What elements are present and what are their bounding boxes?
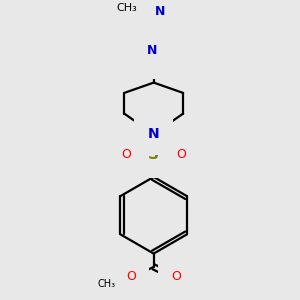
Text: CH₃: CH₃ (97, 279, 116, 289)
Text: O: O (171, 270, 181, 283)
Text: S: S (148, 147, 159, 162)
Text: O: O (122, 148, 131, 161)
Text: N: N (147, 44, 158, 57)
Text: O: O (127, 270, 136, 283)
Text: O: O (176, 148, 186, 161)
Text: N: N (154, 5, 165, 18)
Text: N: N (148, 127, 160, 141)
Text: CH₃: CH₃ (117, 3, 137, 13)
